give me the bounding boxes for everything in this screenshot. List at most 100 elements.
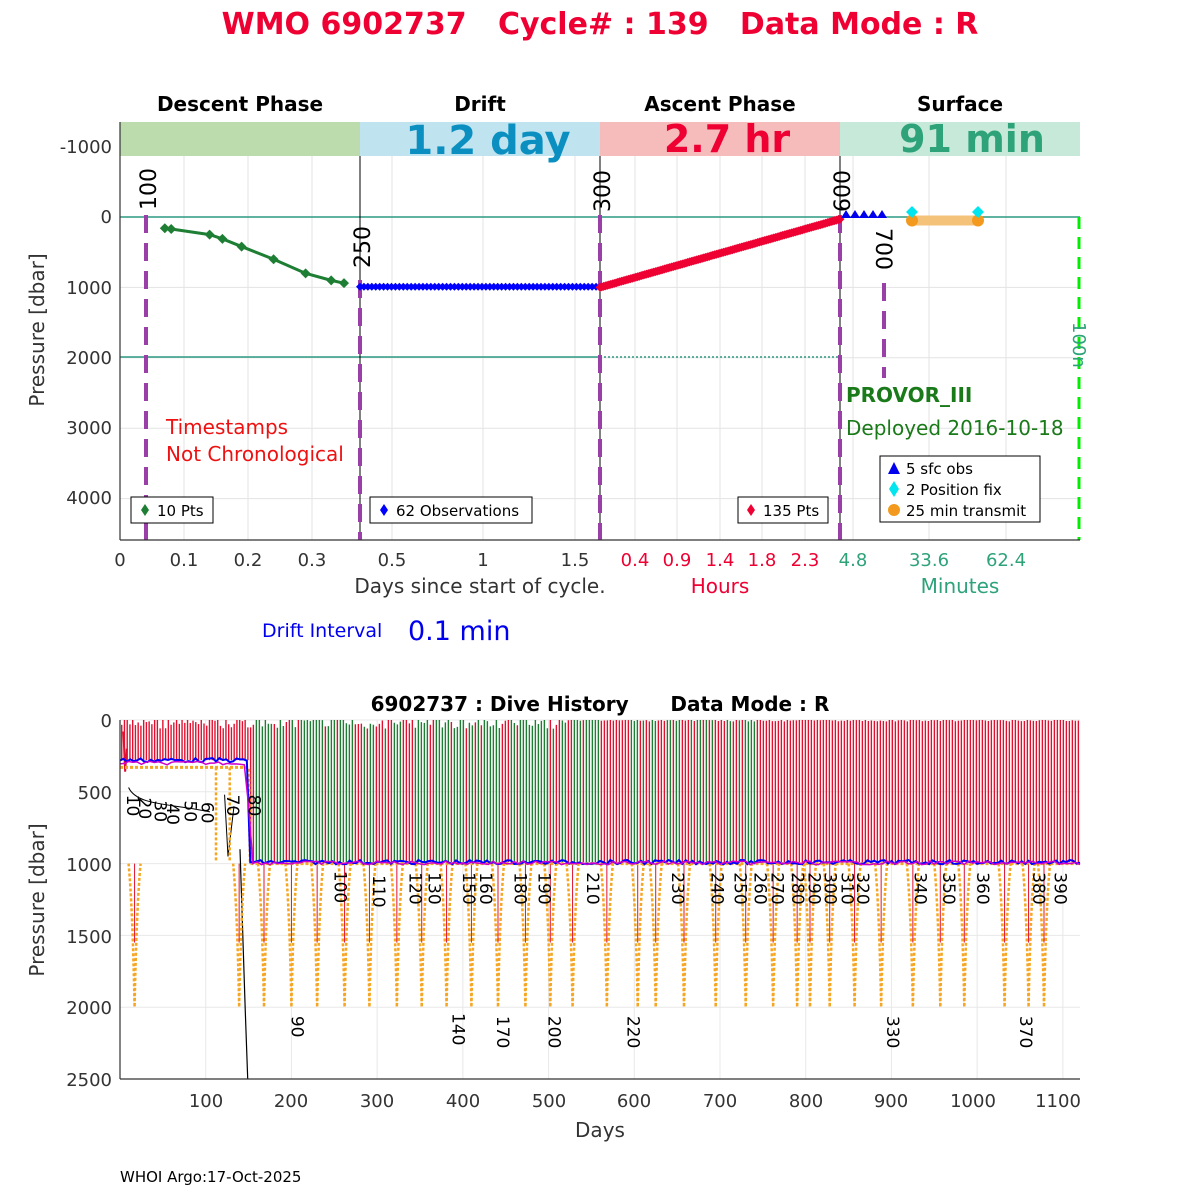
float-type-label: PROVOR_III (846, 383, 972, 407)
marker-label-300: 300 (591, 170, 616, 212)
y-tick-label: 4000 (66, 488, 112, 509)
cycle-label: 250 (730, 872, 750, 904)
profile-dip (933, 863, 948, 1008)
top-x-axis-label-hours: Hours (691, 574, 750, 598)
x-tick-label: 1.4 (706, 550, 735, 571)
legend-marker-transmit (888, 504, 900, 516)
cycle-label: 360 (972, 872, 992, 904)
profile-dip (789, 863, 805, 1008)
cycle-label: 220 (622, 1016, 642, 1048)
legend-marker-drift (380, 504, 388, 516)
profile-dip (389, 863, 405, 1008)
ascent-series (595, 214, 845, 292)
phase-label-ascent: Ascent Phase (644, 92, 795, 116)
cycle-label: 290 (803, 872, 823, 904)
deployed-label: Deployed 2016-10-18 (846, 416, 1064, 440)
profile-dip (957, 863, 972, 1008)
surface-obs-point (877, 210, 887, 218)
marker-label-600: 600 (831, 170, 856, 212)
x-tick-label: 1100 (1035, 1091, 1081, 1112)
legend-marker-position-fix (889, 481, 899, 497)
cycle-label: 320 (852, 872, 872, 904)
cycle-label: 150 (458, 872, 478, 904)
descent-point (268, 254, 279, 265)
cycle-label: 350 (938, 872, 958, 904)
banner-descent (120, 122, 360, 156)
profile-dip (518, 863, 533, 1008)
bottom-y-axis-label: Pressure [dbar] (25, 823, 49, 976)
cycle-label: 270 (766, 872, 786, 904)
top-x-axis-label-minutes: Minutes (921, 574, 1000, 598)
cycle-label: 140 (448, 1013, 468, 1045)
x-tick-label: 0.1 (170, 550, 199, 571)
profile-dip (231, 863, 247, 1008)
top-x-ticks-hours: 0.4 0.9 1.4 1.8 2.3 (621, 550, 820, 571)
legend-box (369, 496, 533, 524)
banner-drift (360, 122, 600, 156)
marker-label-100: 100 (137, 168, 162, 210)
profile-dip (676, 863, 692, 1008)
profile-dip (847, 863, 862, 1008)
early-trace (128, 787, 211, 813)
profile-dip (708, 863, 723, 1008)
profile-dip (256, 863, 272, 1008)
x-tick-label: 1 (477, 550, 488, 571)
legend-drift: 62 Observations (369, 496, 533, 524)
cycle-label: 380 (1028, 872, 1048, 904)
cycle-label: 210 (582, 872, 602, 904)
legend-label-ascent: 135 Pts (763, 502, 819, 520)
legend-box (879, 455, 1041, 523)
profile-dip (309, 863, 325, 1008)
descent-point (204, 229, 215, 240)
legend-label-drift: 62 Observations (396, 502, 519, 520)
profile-dip (543, 863, 558, 1008)
profile-dip (1036, 863, 1052, 1008)
transmit-point (972, 214, 984, 227)
legend-descent: 10 Pts (130, 496, 214, 524)
surface-obs-point (868, 210, 878, 218)
x-tick-label: 0.5 (378, 550, 407, 571)
profile-dip (997, 863, 1012, 1008)
x-tick-label: 0.4 (621, 550, 650, 571)
legend-marker-sfc-obs (888, 462, 900, 474)
profile-dip (765, 863, 781, 1008)
cycle-label: 40 (162, 803, 182, 825)
y-tick-label: 500 (78, 783, 112, 804)
x-tick-label: 1.8 (748, 550, 777, 571)
y-tick-label: 1000 (66, 278, 112, 299)
top-x-ticks-minutes: 4.8 33.6 62.4 (839, 550, 1026, 571)
cycle-label: 20 (134, 798, 154, 820)
descent-point (300, 268, 311, 279)
descent-point (326, 275, 337, 286)
drift-pressure-magenta (119, 760, 1081, 866)
cycle-label: 30 (149, 800, 169, 822)
cycle-timeline-chart: Descent Phase Drift Ascent Phase Surface… (25, 92, 1089, 598)
early-trace (224, 794, 235, 857)
x-tick-label: 0.2 (234, 550, 263, 571)
banner-value-drift: 1.2 day (405, 118, 570, 164)
descent-point (339, 278, 349, 289)
cycle-label: 260 (749, 872, 769, 904)
cycle-label: 190 (533, 872, 553, 904)
profile-dip (738, 863, 753, 1008)
dive-history-title: 6902737 : Dive History Data Mode : R (371, 692, 830, 716)
cycle-label: 100 (329, 871, 349, 903)
cycle-label: 180 (509, 872, 529, 904)
x-tick-label: 33.6 (909, 550, 949, 571)
cycle-label: 330 (882, 1016, 902, 1048)
marker-label-100n: 100n (1068, 322, 1089, 368)
x-tick-label: 0.3 (298, 550, 327, 571)
surface-obs-point (850, 210, 860, 218)
cycle-label: 310 (837, 872, 857, 904)
deep-dips (127, 767, 1052, 1008)
banner-value-surface: 91 min (899, 117, 1045, 161)
cycle-label: 160 (475, 872, 495, 904)
cycle-label: 10 (122, 795, 142, 817)
marker-label-250: 250 (351, 226, 376, 268)
x-tick-label: 100 (189, 1091, 223, 1112)
cycle-label: 90 (286, 1016, 306, 1038)
x-tick-label: 0.9 (663, 550, 692, 571)
x-tick-label: 500 (532, 1091, 566, 1112)
x-tick-label: 300 (360, 1091, 394, 1112)
